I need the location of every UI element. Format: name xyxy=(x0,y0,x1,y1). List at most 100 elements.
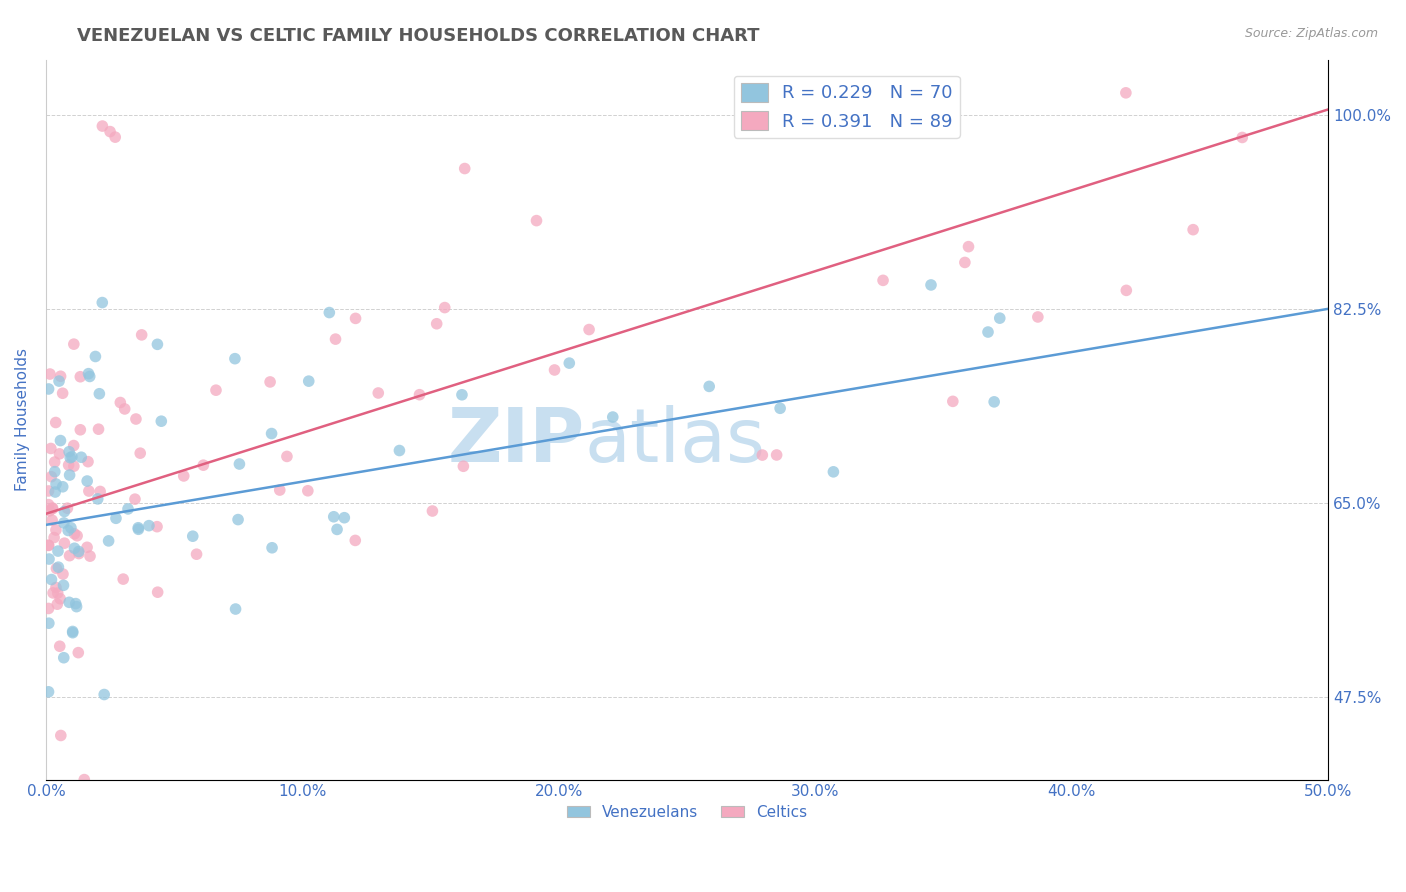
Point xyxy=(578,322,600,336)
Point xyxy=(76,541,98,555)
Point xyxy=(41,573,63,587)
Point xyxy=(543,363,565,377)
Point xyxy=(872,273,894,287)
Point xyxy=(38,685,60,699)
Point xyxy=(58,549,80,563)
Point xyxy=(129,446,152,460)
Text: atlas: atlas xyxy=(585,405,765,478)
Point xyxy=(39,367,62,381)
Text: VENEZUELAN VS CELTIC FAMILY HOUSEHOLDS CORRELATION CHART: VENEZUELAN VS CELTIC FAMILY HOUSEHOLDS C… xyxy=(77,27,759,45)
Point xyxy=(62,624,84,639)
Point xyxy=(322,509,344,524)
Point xyxy=(41,513,63,527)
Point xyxy=(45,416,67,430)
Point xyxy=(44,485,66,500)
Point xyxy=(942,394,965,409)
Point xyxy=(453,459,475,474)
Point xyxy=(52,480,75,494)
Point xyxy=(45,477,67,491)
Point xyxy=(1182,222,1205,236)
Point xyxy=(66,529,89,543)
Point xyxy=(920,277,942,292)
Point xyxy=(93,688,115,702)
Point xyxy=(112,572,135,586)
Point xyxy=(181,529,204,543)
Point xyxy=(77,484,100,499)
Point xyxy=(146,337,169,351)
Point xyxy=(193,458,215,473)
Point xyxy=(344,533,367,548)
Point xyxy=(53,504,76,518)
Point xyxy=(1115,284,1137,298)
Point xyxy=(46,544,69,558)
Point xyxy=(38,538,60,552)
Point xyxy=(52,578,75,592)
Point xyxy=(333,510,356,524)
Point xyxy=(97,533,120,548)
Point xyxy=(48,447,70,461)
Point xyxy=(65,597,87,611)
Point xyxy=(45,561,67,575)
Point xyxy=(89,484,111,499)
Point xyxy=(73,772,96,787)
Point xyxy=(38,382,60,396)
Point xyxy=(1026,310,1049,324)
Point xyxy=(228,457,250,471)
Point xyxy=(91,295,114,310)
Point xyxy=(977,325,1000,339)
Point xyxy=(269,483,291,497)
Point xyxy=(38,483,60,498)
Point xyxy=(41,501,63,516)
Point xyxy=(52,386,75,401)
Point xyxy=(41,469,63,483)
Point xyxy=(225,602,247,616)
Point xyxy=(276,450,298,464)
Point xyxy=(77,455,100,469)
Point xyxy=(558,356,581,370)
Point xyxy=(823,465,845,479)
Point xyxy=(769,401,792,416)
Point xyxy=(60,450,83,464)
Point xyxy=(124,492,146,507)
Point xyxy=(454,161,477,176)
Point xyxy=(63,541,86,556)
Point xyxy=(91,119,114,133)
Point xyxy=(67,547,90,561)
Point xyxy=(38,552,60,566)
Point xyxy=(59,521,82,535)
Point xyxy=(205,383,228,397)
Point xyxy=(426,317,449,331)
Point xyxy=(63,337,86,351)
Point xyxy=(117,502,139,516)
Point xyxy=(58,444,80,458)
Point xyxy=(63,459,86,474)
Point xyxy=(45,581,67,595)
Point xyxy=(259,375,281,389)
Point xyxy=(87,422,110,436)
Point xyxy=(388,443,411,458)
Point xyxy=(52,650,75,665)
Point xyxy=(46,586,69,600)
Point xyxy=(602,410,624,425)
Point xyxy=(42,531,65,545)
Point xyxy=(58,595,80,609)
Point xyxy=(408,387,430,401)
Point xyxy=(59,450,82,465)
Point xyxy=(48,560,70,574)
Point xyxy=(433,301,456,315)
Point xyxy=(224,351,246,366)
Point xyxy=(451,388,474,402)
Point xyxy=(38,601,60,615)
Point xyxy=(79,369,101,384)
Point xyxy=(89,386,111,401)
Point xyxy=(69,423,91,437)
Legend: Venezuelans, Celtics: Venezuelans, Celtics xyxy=(561,798,814,826)
Point xyxy=(138,518,160,533)
Point xyxy=(697,379,720,393)
Point xyxy=(150,414,173,428)
Point xyxy=(38,504,60,518)
Point xyxy=(173,469,195,483)
Point xyxy=(58,458,80,472)
Point xyxy=(325,332,347,346)
Point xyxy=(49,591,72,606)
